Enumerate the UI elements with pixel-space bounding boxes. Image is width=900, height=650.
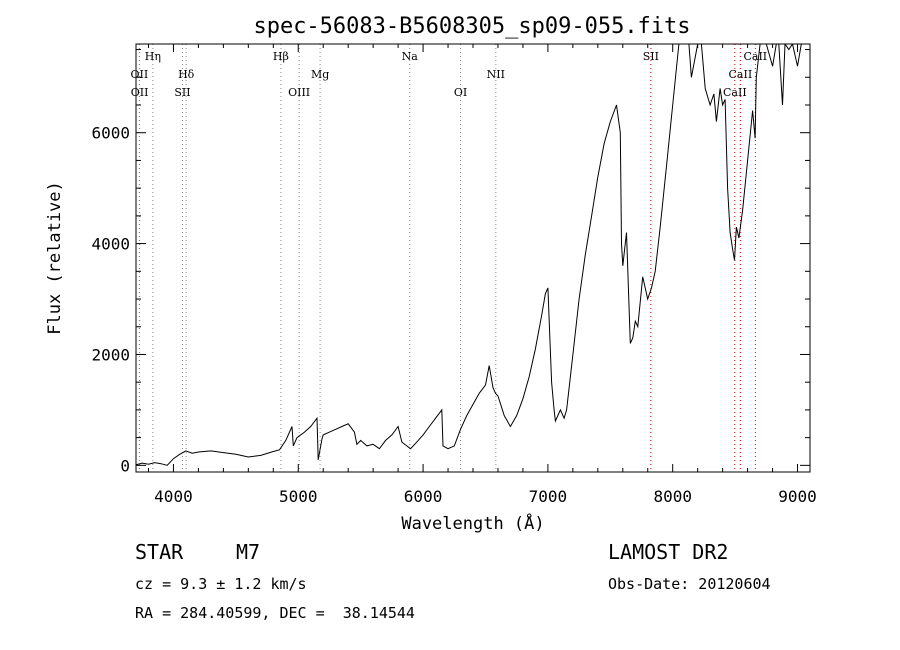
obs-date-text: Obs-Date: 20120604 (608, 575, 771, 593)
line-label: Mg (311, 68, 329, 81)
x-tick-label: 9000 (778, 487, 817, 506)
x-axis-label: Wavelength (Å) (401, 512, 544, 534)
line-label: OIII (288, 86, 310, 99)
line-label: OII (131, 86, 149, 99)
line-label: SII (643, 50, 659, 63)
x-tick-label: 8000 (653, 487, 692, 506)
line-label: Hδ (178, 68, 195, 81)
line-label: NII (487, 68, 505, 81)
line-label: OI (454, 86, 467, 99)
line-label: CaII (743, 50, 767, 63)
line-markers (138, 44, 756, 472)
plot-body (136, 44, 805, 466)
redshift-text: cz = 9.3 ± 1.2 km/s (135, 575, 307, 593)
y-tick-label: 0 (120, 456, 130, 475)
coordinates-text: RA = 284.40599, DEC = 38.14544 (135, 604, 415, 622)
y-tick-label: 4000 (91, 235, 130, 254)
y-tick-label: 2000 (91, 345, 130, 364)
x-tick-label: 6000 (404, 487, 443, 506)
line-label: CaII (723, 86, 747, 99)
x-tick-label: 5000 (279, 487, 318, 506)
spectrum-series (136, 44, 805, 466)
line-label: Na (402, 50, 419, 63)
class-label: STAR (135, 540, 184, 564)
plot-frame (135, 43, 811, 473)
line-label: SII (174, 86, 190, 99)
line-label: CaII (729, 68, 753, 81)
y-axis-label: Flux (relative) (45, 181, 65, 335)
line-label: Hη (145, 50, 161, 63)
x-tick-label: 7000 (529, 487, 568, 506)
line-label: OII (131, 68, 149, 81)
survey-label: LAMOST DR2 (608, 540, 729, 564)
chart-title: spec-56083-B5608305_sp09-055.fits (253, 14, 690, 39)
y-tick-label: 6000 (91, 124, 130, 143)
subclass-label: M7 (236, 540, 261, 564)
axis-ticks: 4000 5000 6000 7000 8000 9000 0 2000 4000 6000 (91, 44, 817, 506)
x-tick-label: 4000 (154, 487, 193, 506)
line-label: Hβ (273, 50, 289, 63)
